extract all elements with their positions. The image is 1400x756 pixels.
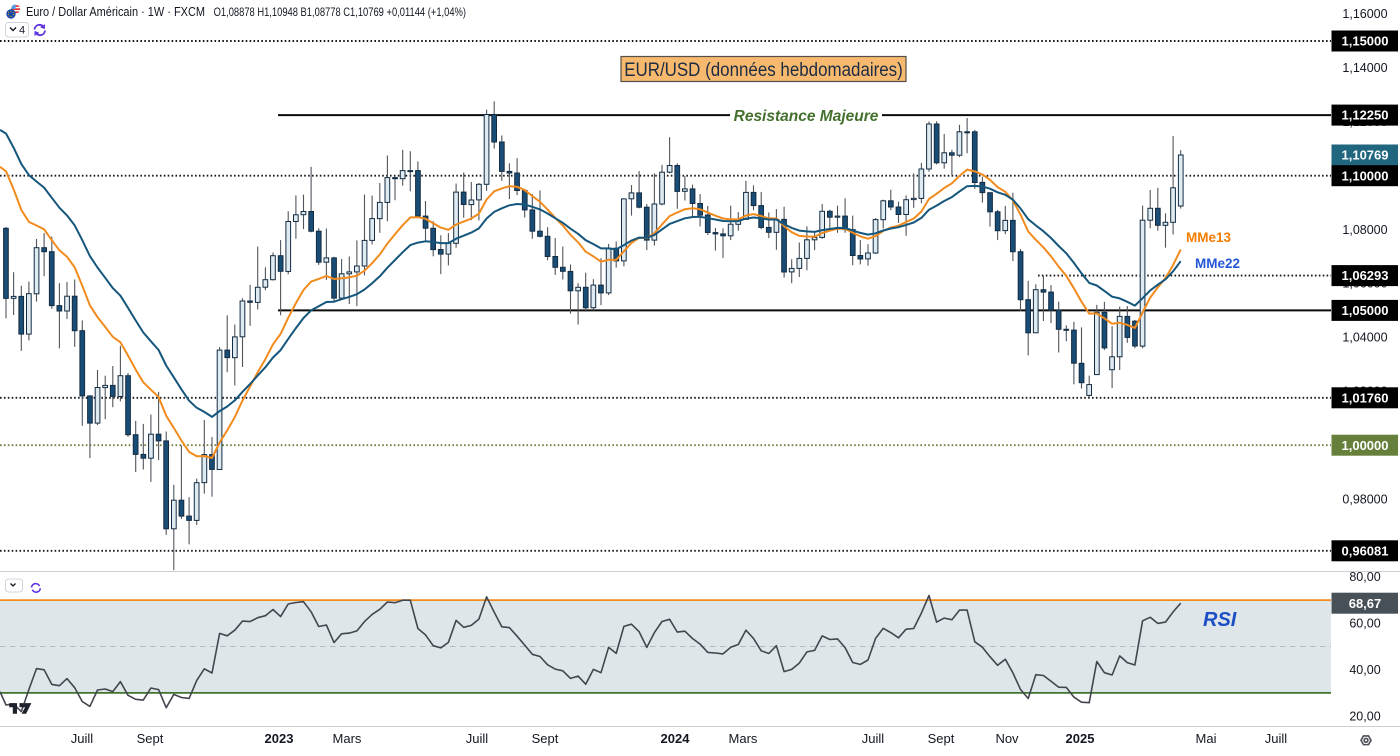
svg-text:MMe13: MMe13	[1186, 230, 1232, 245]
svg-text:60,00: 60,00	[1349, 617, 1380, 631]
svg-text:Juill: Juill	[862, 731, 885, 746]
svg-text:1,12250: 1,12250	[1342, 108, 1389, 123]
svg-text:Euro / Dollar Américain · 1W ·: Euro / Dollar Américain · 1W · FXCM	[26, 5, 205, 19]
svg-text:1,14000: 1,14000	[1342, 61, 1387, 75]
svg-text:Juill: Juill	[466, 731, 489, 746]
svg-text:80,00: 80,00	[1349, 570, 1380, 584]
svg-text:1,05000: 1,05000	[1342, 303, 1389, 318]
svg-text:Sept: Sept	[532, 731, 559, 746]
svg-text:Juill: Juill	[71, 731, 94, 746]
svg-text:Sept: Sept	[137, 731, 164, 746]
svg-text:20,00: 20,00	[1349, 709, 1380, 723]
svg-text:Mars: Mars	[729, 731, 758, 746]
svg-text:O1,08878 H1,10948 B1,08778 C1,: O1,08878 H1,10948 B1,08778 C1,10769 +0,0…	[214, 5, 466, 19]
svg-text:Juill: Juill	[1265, 731, 1288, 746]
svg-text:Sept: Sept	[928, 731, 955, 746]
svg-text:2024: 2024	[661, 731, 691, 746]
svg-text:RSI: RSI	[1203, 609, 1237, 631]
svg-text:2023: 2023	[265, 731, 294, 746]
svg-text:4: 4	[19, 25, 25, 37]
svg-text:1,06293: 1,06293	[1342, 268, 1389, 283]
svg-text:Mars: Mars	[333, 731, 362, 746]
svg-text:EUR/USD (données hebdomadaires: EUR/USD (données hebdomadaires)	[624, 60, 903, 81]
svg-text:1,10769: 1,10769	[1342, 148, 1389, 163]
svg-text:0,98000: 0,98000	[1342, 492, 1387, 506]
svg-text:1,04000: 1,04000	[1342, 331, 1387, 345]
svg-text:Resistance Majeure: Resistance Majeure	[734, 108, 879, 125]
svg-text:MMe22: MMe22	[1195, 256, 1240, 271]
svg-text:Mai: Mai	[1196, 731, 1217, 746]
svg-text:40,00: 40,00	[1349, 663, 1380, 677]
svg-text:1,16000: 1,16000	[1342, 7, 1387, 21]
svg-text:2025: 2025	[1066, 731, 1095, 746]
svg-text:Nov: Nov	[995, 731, 1019, 746]
svg-text:1,08000: 1,08000	[1342, 223, 1387, 237]
svg-text:1,10000: 1,10000	[1342, 168, 1389, 183]
svg-text:1,01760: 1,01760	[1342, 390, 1389, 405]
svg-text:68,67: 68,67	[1349, 596, 1382, 611]
svg-text:1,15000: 1,15000	[1342, 34, 1389, 49]
svg-text:1,00000: 1,00000	[1342, 438, 1389, 453]
svg-text:0,96081: 0,96081	[1342, 543, 1389, 558]
